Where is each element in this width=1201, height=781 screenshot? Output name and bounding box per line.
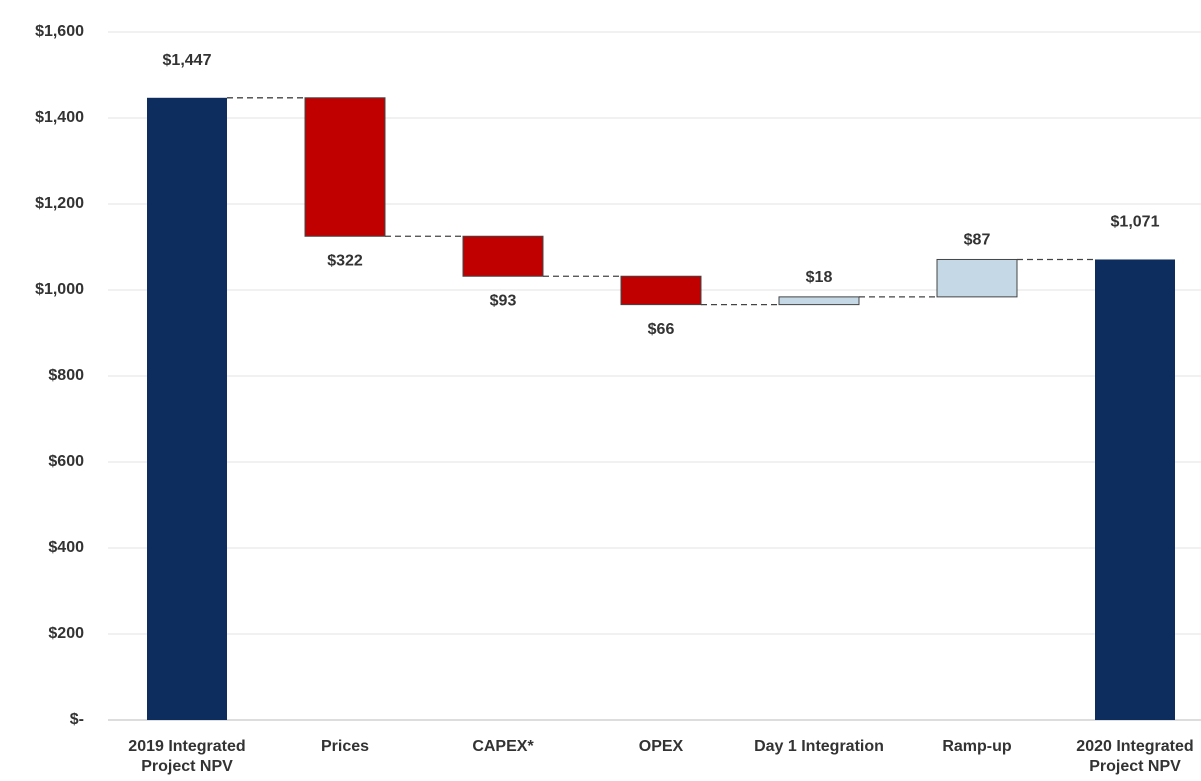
y-tick-label: $- (70, 711, 84, 728)
data-label: $18 (806, 269, 833, 286)
y-tick-label: $800 (48, 367, 84, 384)
y-tick-label: $1,400 (35, 109, 84, 126)
bar (304, 97, 386, 237)
x-tick-label: Ramp-up (942, 738, 1012, 755)
x-tick-label: Prices (320, 738, 370, 755)
y-tick-label: $1,200 (35, 195, 84, 212)
y-tick-label: $1,000 (35, 281, 84, 298)
x-tick-label: 2020 Integrated Project NPV (1076, 738, 1194, 775)
x-tick-label: OPEX (638, 738, 684, 755)
data-label: $1,447 (163, 52, 212, 69)
y-tick-label: $200 (48, 625, 84, 642)
y-tick-label: $400 (48, 539, 84, 556)
data-label: $322 (327, 252, 363, 269)
bar (147, 97, 227, 721)
x-tick-label: Day 1 Integration (754, 738, 884, 755)
y-tick-label: $600 (48, 453, 84, 470)
bar (1095, 259, 1175, 720)
bar (778, 296, 860, 306)
bar (462, 235, 544, 277)
data-label: $93 (490, 292, 517, 309)
y-tick-label: $1,600 (35, 23, 84, 40)
data-label: $66 (648, 321, 675, 338)
data-label: $1,071 (1111, 214, 1160, 231)
bar (936, 258, 1018, 298)
bar (620, 275, 702, 306)
data-label: $87 (964, 232, 991, 249)
x-tick-label: CAPEX* (472, 738, 534, 755)
x-tick-label: 2019 Integrated Project NPV (128, 738, 246, 775)
